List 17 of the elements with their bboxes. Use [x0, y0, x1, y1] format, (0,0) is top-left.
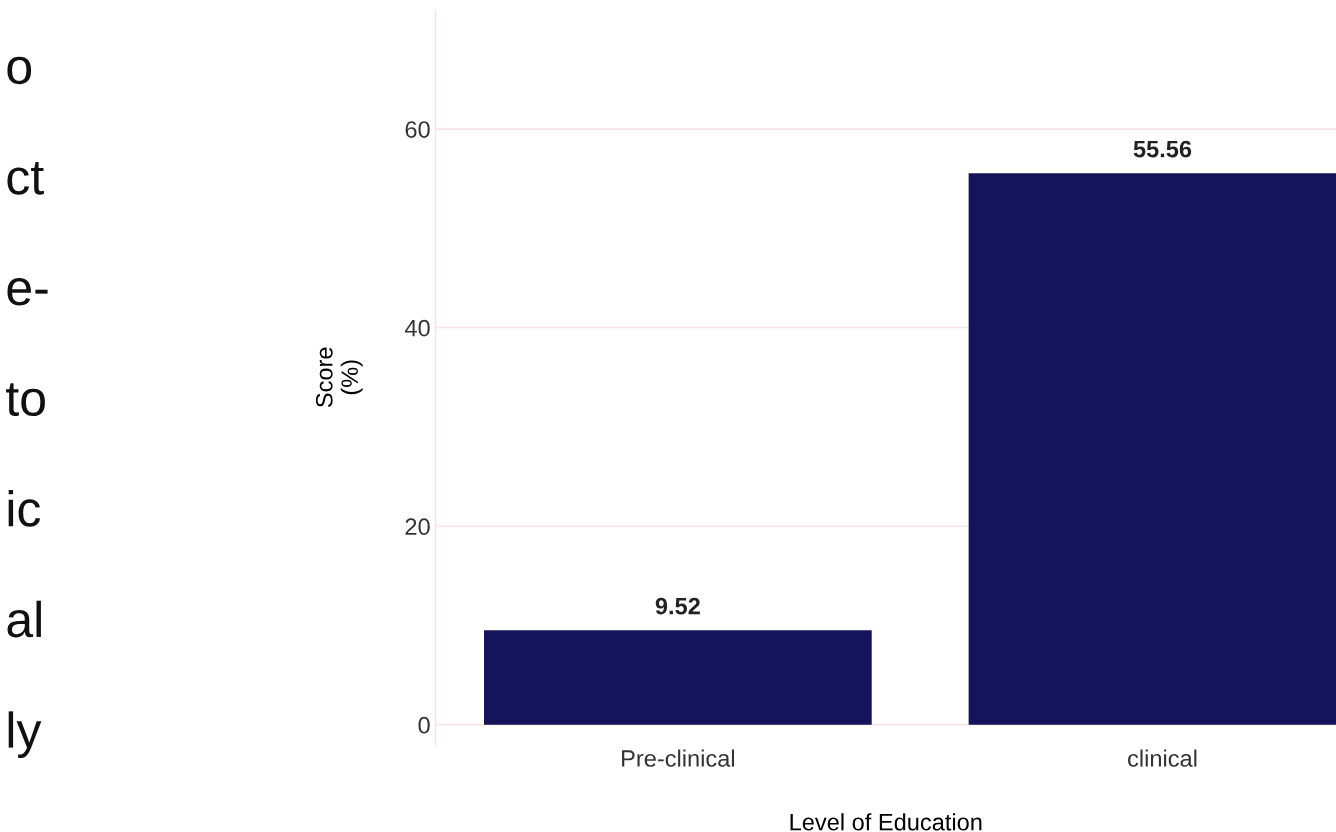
y-tick-label: 0 — [418, 716, 430, 734]
data-label: 9.52 — [655, 597, 700, 615]
x-tick-label: clinical — [1128, 749, 1197, 767]
text: al — [7, 600, 41, 638]
y-tick-label: 60 — [405, 121, 430, 138]
y-tick-label: 40 — [404, 319, 430, 337]
x-axis-title: Level of Education — [790, 813, 982, 831]
text: ct — [7, 161, 44, 195]
text: ly — [8, 711, 42, 758]
y-axis-title: Score (%) — [315, 347, 363, 408]
text: to — [6, 383, 45, 417]
data-label: 55.56 — [1133, 140, 1192, 158]
text: o — [7, 56, 32, 85]
x-tick-label: Pre-clinical — [622, 749, 735, 767]
text: e- — [7, 278, 48, 306]
text: ic — [8, 490, 41, 527]
y-tick-label: 20 — [405, 518, 430, 536]
